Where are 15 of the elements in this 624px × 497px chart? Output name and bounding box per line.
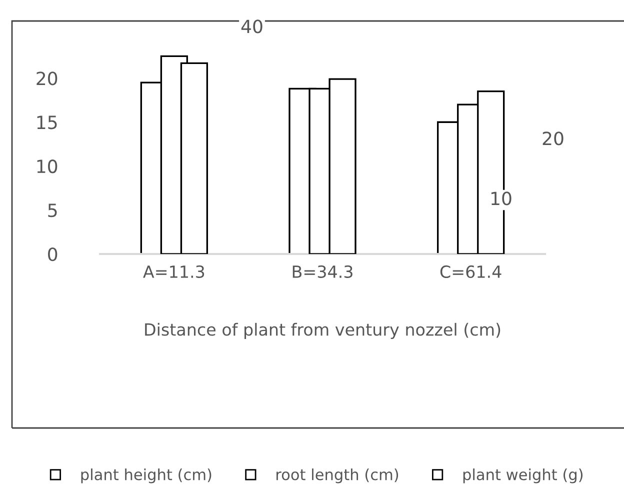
y-tick-label: 10 [37, 160, 58, 174]
y-tick-label: 15 [37, 116, 57, 130]
legend-label: plant weight (g) [463, 468, 583, 484]
annotation: 20 [542, 132, 564, 146]
x-tick-label: A=11.3 [143, 265, 204, 278]
x-axis-title: Distance of plant from ventury nozzel (cm) [145, 322, 500, 340]
y-tick-label: 20 [36, 72, 58, 86]
x-tick-label: B=34.3 [292, 265, 352, 278]
annotation: 40 [241, 20, 262, 34]
y-tick-label: 0 [48, 247, 58, 262]
legend-label: plant height (cm) [81, 468, 212, 484]
y-tick-label: 5 [48, 204, 57, 218]
legend-label: root length (cm) [276, 468, 398, 484]
x-tick-label: C=61.4 [440, 265, 502, 278]
annotation: 10 [491, 192, 512, 206]
